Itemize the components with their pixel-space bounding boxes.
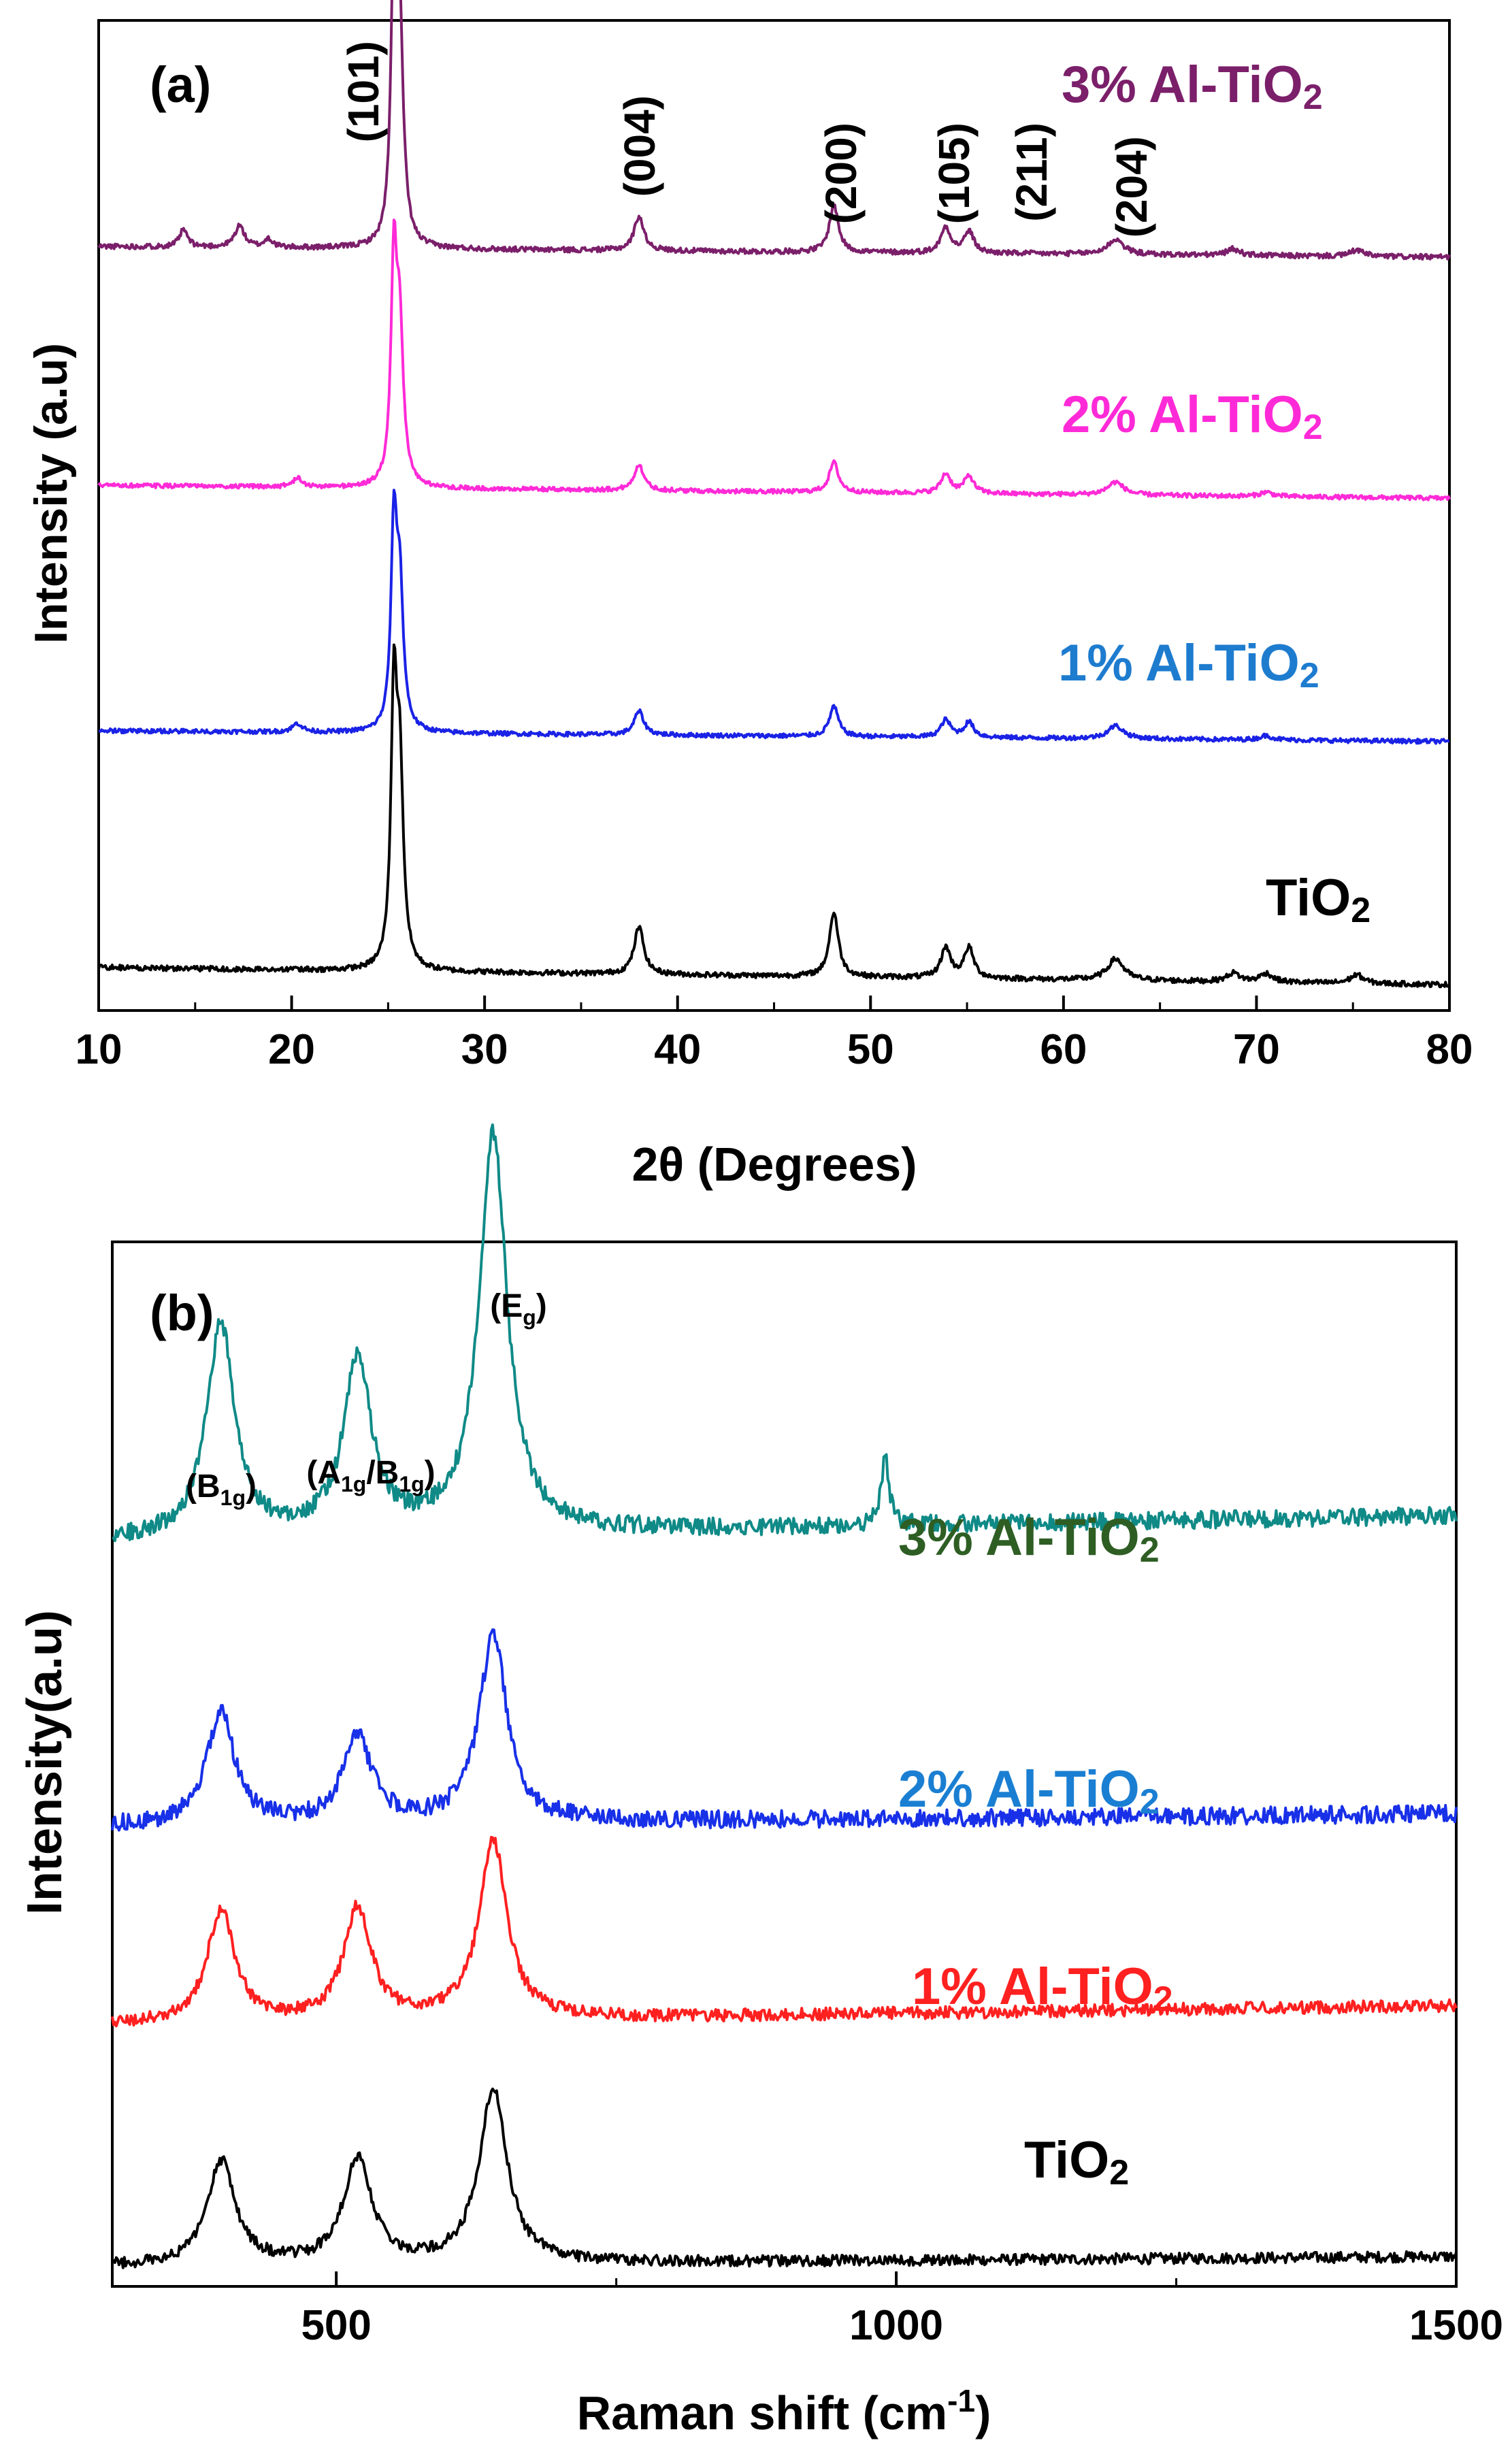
raman-x-tick-label-1: 1000	[849, 2302, 943, 2349]
raman-x-axis-title-sup: -1	[947, 2383, 975, 2418]
raman-series-label-tio2-main: TiO	[1024, 2131, 1109, 2189]
raman-series-label-3pct-main: 3% Al-TiO	[898, 1509, 1140, 1566]
xrd-x-ticks: 10 20 30 40 50 60 70 80	[76, 996, 1473, 1073]
xrd-peak-label-211: (211)	[1007, 122, 1056, 222]
xrd-peak-label-105: (105)	[930, 122, 979, 224]
raman-x-tick-label-2: 1500	[1409, 2302, 1503, 2349]
xrd-x-axis-title: 2θ (Degrees)	[631, 1138, 917, 1191]
xrd-x-tick-label-2: 30	[461, 1026, 508, 1073]
xrd-series-label-1pct-sub: 2	[1300, 656, 1319, 695]
raman-series-group	[111, 1123, 1458, 2269]
raman-series-label-3pct-sub: 2	[1140, 1530, 1160, 1570]
xrd-series-line-3	[97, 643, 1451, 989]
raman-peak-label-b1g: (B1g)	[186, 1468, 257, 1510]
raman-peak-label-eg-end: )	[536, 1288, 547, 1324]
xrd-series-label-tio2: TiO2	[1266, 869, 1371, 930]
xrd-series-label-3pct-main: 3% Al-TiO	[1062, 56, 1303, 114]
raman-series-line-1	[111, 1628, 1458, 1832]
raman-series-label-1pct: 1% Al-TiO2	[912, 1958, 1173, 2019]
raman-peak-label-a1g-sub2: 1g	[399, 1472, 424, 1496]
raman-series-label-2pct-main: 2% Al-TiO	[898, 1760, 1140, 1818]
raman-peak-label-a1g-end: )	[425, 1455, 436, 1491]
xrd-series-group	[97, 0, 1451, 989]
xrd-plot-frame	[97, 19, 1451, 1012]
raman-peak-label-a1g-sub: 1g	[341, 1472, 366, 1496]
raman-x-ticks: 500 1000 1500	[301, 2271, 1503, 2349]
xrd-x-tick-label-5: 60	[1040, 1026, 1087, 1073]
raman-peak-label-a1g-b1g: (A1g/B1g)	[306, 1455, 435, 1496]
raman-series-label-1pct-sub: 2	[1153, 1980, 1173, 2019]
xrd-series-label-2pct: 2% Al-TiO2	[1062, 386, 1323, 447]
xrd-y-axis-title: Intensity (a.u)	[25, 343, 77, 644]
raman-peak-label-b1g-a: (B	[186, 1468, 220, 1505]
xrd-series-label-tio2-main: TiO	[1266, 869, 1351, 927]
raman-peak-label-b1g-sub: 1g	[220, 1485, 246, 1510]
xrd-series-line-2	[98, 489, 1450, 745]
raman-chart: 500 1000 1500 (b) (B1g) (A1g/B1g) (Eg) 3% …	[18, 1123, 1503, 2440]
xrd-series-label-1pct: 1% Al-TiO2	[1058, 634, 1319, 695]
xrd-panel-label: (a)	[150, 56, 211, 113]
raman-peak-label-eg-a: (E	[490, 1288, 523, 1324]
raman-peak-label-a1g-mid: /B	[366, 1455, 399, 1491]
xrd-peak-label-101: (101)	[339, 41, 388, 142]
raman-plot-frame	[111, 1241, 1458, 2288]
xrd-peak-label-200: (200)	[817, 122, 866, 224]
xrd-x-tick-label-7: 80	[1426, 1026, 1473, 1073]
raman-peak-label-eg-sub: g	[523, 1305, 536, 1330]
xrd-series-label-3pct: 3% Al-TiO2	[1062, 56, 1323, 117]
xrd-x-tick-label-1: 20	[268, 1026, 315, 1073]
raman-panel-label: (b)	[150, 1285, 214, 1341]
raman-series-label-tio2: TiO2	[1024, 2131, 1129, 2192]
xrd-peak-label-004: (004)	[615, 95, 664, 197]
xrd-series-label-1pct-main: 1% Al-TiO	[1058, 634, 1300, 692]
xrd-series-label-3pct-sub: 2	[1303, 78, 1323, 117]
xrd-x-tick-label-3: 40	[654, 1026, 701, 1073]
xrd-series-label-2pct-main: 2% Al-TiO	[1062, 386, 1303, 444]
raman-x-axis-title-main: Raman shift (cm	[577, 2386, 948, 2440]
raman-series-label-3pct: 3% Al-TiO2	[898, 1509, 1160, 1570]
xrd-chart: 10 20 30 40 50 60 70 80 (a) (101) (004) (200) (…	[25, 0, 1473, 1191]
raman-series-label-2pct-sub: 2	[1140, 1782, 1160, 1822]
raman-peak-label-eg: (Eg)	[490, 1288, 547, 1330]
raman-x-tick-label-0: 500	[301, 2302, 371, 2349]
xrd-series-label-2pct-sub: 2	[1303, 408, 1323, 447]
raman-x-axis-title: Raman shift (cm-1)	[577, 2383, 991, 2440]
raman-series-line-2	[111, 1835, 1458, 2028]
xrd-peak-label-204: (204)	[1107, 136, 1156, 237]
raman-x-axis-title-end: )	[975, 2386, 991, 2440]
xrd-series-line-0	[97, 0, 1451, 261]
xrd-series-label-tio2-sub: 2	[1351, 891, 1371, 930]
xrd-series-line-1	[97, 218, 1451, 502]
raman-series-label-2pct: 2% Al-TiO2	[898, 1760, 1160, 1822]
xrd-x-tick-label-0: 10	[76, 1026, 122, 1073]
raman-series-label-tio2-sub: 2	[1109, 2153, 1129, 2192]
raman-series-label-1pct-main: 1% Al-TiO	[912, 1958, 1153, 2016]
raman-peak-label-a1g-a: (A	[306, 1455, 341, 1491]
xrd-x-tick-label-4: 50	[847, 1026, 894, 1073]
xrd-x-tick-label-6: 70	[1233, 1026, 1280, 1073]
raman-y-axis-title: Intensity(a.u)	[18, 1610, 72, 1915]
raman-series-line-0	[112, 1123, 1458, 1543]
raman-series-line-3	[112, 2087, 1458, 2269]
raman-peak-label-b1g-end: )	[246, 1468, 257, 1505]
